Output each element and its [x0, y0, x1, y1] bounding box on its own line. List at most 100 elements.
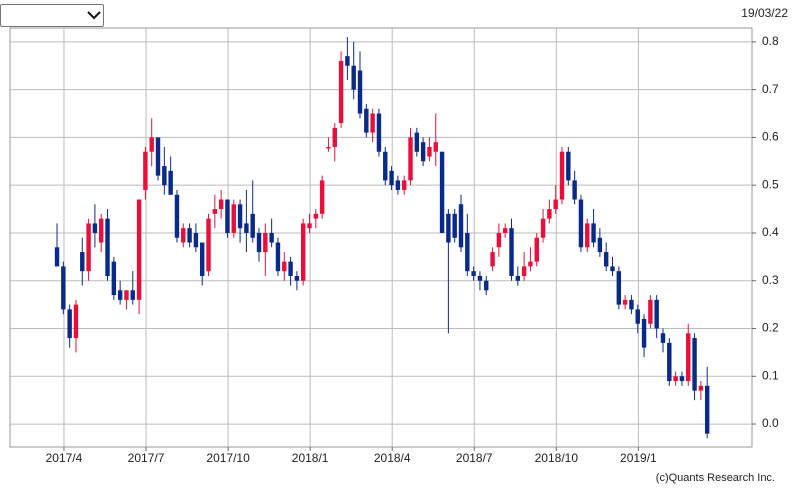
- candle-body: [477, 275, 483, 281]
- candle-body: [149, 137, 154, 152]
- x-tick-label: 2019/1: [620, 451, 657, 465]
- candle-body: [99, 218, 104, 243]
- y-tick-label: 0.4: [762, 225, 779, 239]
- candle-body: [660, 333, 666, 343]
- candle-body: [357, 70, 363, 114]
- candle-body: [338, 60, 344, 124]
- candle-body: [515, 275, 521, 281]
- candle-body: [446, 213, 451, 243]
- candle-body: [383, 151, 388, 181]
- candle-body: [673, 376, 678, 382]
- candle-body: [395, 180, 401, 190]
- candle-body: [654, 299, 659, 329]
- candle-body: [212, 209, 218, 214]
- candle-body: [92, 223, 98, 233]
- candle-body: [572, 180, 577, 200]
- candle-body: [73, 304, 79, 339]
- candle-body: [610, 266, 615, 272]
- x-tick-label: 2017/10: [206, 451, 250, 465]
- candle-body: [603, 252, 609, 267]
- y-tick-label: 0.3: [762, 273, 779, 287]
- candle-body: [225, 199, 230, 233]
- candle-body: [471, 271, 476, 276]
- candle-body: [111, 261, 117, 296]
- candle-body: [319, 180, 325, 214]
- candle-body: [256, 232, 262, 253]
- candle-body: [635, 309, 640, 324]
- candle-body: [585, 223, 590, 248]
- candle-body: [294, 275, 300, 281]
- candle-body: [433, 142, 438, 152]
- y-tick-label: 0.0: [762, 416, 779, 430]
- candle-body: [124, 290, 129, 300]
- candle-body: [540, 218, 546, 238]
- x-tick-label: 2018/1: [292, 451, 329, 465]
- candle-body: [414, 132, 420, 152]
- candle-body: [282, 261, 287, 272]
- x-tick-label: 2017/7: [128, 451, 165, 465]
- candle-body: [307, 223, 312, 229]
- dropdown-arrow: [87, 11, 101, 20]
- dropdown[interactable]: [0, 4, 104, 27]
- candle-body: [667, 342, 672, 382]
- candle-body: [313, 213, 319, 219]
- candle-body: [263, 232, 268, 253]
- candle-body: [458, 204, 464, 248]
- candle-body: [288, 261, 293, 276]
- candle-body: [351, 65, 356, 90]
- candle-body: [648, 299, 653, 324]
- candle-body: [237, 204, 243, 229]
- candle-body: [105, 218, 110, 276]
- candle-body: [143, 151, 148, 190]
- candle-body: [275, 242, 281, 272]
- candle-body: [269, 232, 274, 243]
- plot-frame: [9, 27, 753, 448]
- candle-body: [528, 261, 533, 267]
- y-tick-label: 0.7: [762, 82, 779, 96]
- x-tick-label: 2018/10: [535, 451, 579, 465]
- candle-body: [465, 232, 470, 272]
- candle-body: [130, 290, 135, 300]
- candle-body: [452, 213, 457, 238]
- candle-body: [559, 151, 565, 200]
- candle-body: [136, 199, 142, 300]
- x-tick-label: 2018/7: [456, 451, 493, 465]
- y-tick-label: 0.8: [762, 34, 779, 48]
- candle-body: [300, 223, 306, 281]
- candle-body: [547, 209, 552, 219]
- candle-body: [641, 318, 647, 348]
- candle-body: [496, 232, 502, 248]
- candle-body: [326, 146, 331, 149]
- candle-body: [534, 237, 539, 262]
- candle-body: [439, 151, 445, 233]
- candle-body: [502, 228, 508, 233]
- credit: (c)Quants Research Inc.: [656, 472, 775, 484]
- candle-body: [181, 228, 186, 243]
- candle-body: [408, 137, 413, 181]
- candle-body: [622, 299, 628, 305]
- candle-body: [250, 213, 255, 238]
- candle-body: [332, 127, 337, 147]
- candle-body: [206, 218, 211, 272]
- candle-body: [389, 170, 394, 186]
- candle-body: [80, 252, 85, 272]
- candle-body: [345, 56, 350, 66]
- candle-body: [86, 223, 91, 272]
- candle-body: [566, 151, 571, 181]
- candle-body: [162, 166, 167, 186]
- candle-body: [686, 333, 691, 382]
- y-tick-label: 0.1: [762, 368, 779, 382]
- candle-body: [509, 228, 514, 276]
- candle-body: [521, 266, 527, 276]
- y-tick-label: 0.5: [762, 177, 779, 191]
- y-tick-label: 0.2: [762, 321, 779, 335]
- candle-body: [427, 146, 432, 157]
- candles: [54, 37, 710, 439]
- candle-body: [578, 199, 584, 248]
- candle-body: [420, 142, 426, 162]
- candle-body: [704, 385, 710, 434]
- candle-body: [193, 232, 199, 248]
- candle-body: [168, 170, 173, 195]
- candle-body: [484, 280, 489, 291]
